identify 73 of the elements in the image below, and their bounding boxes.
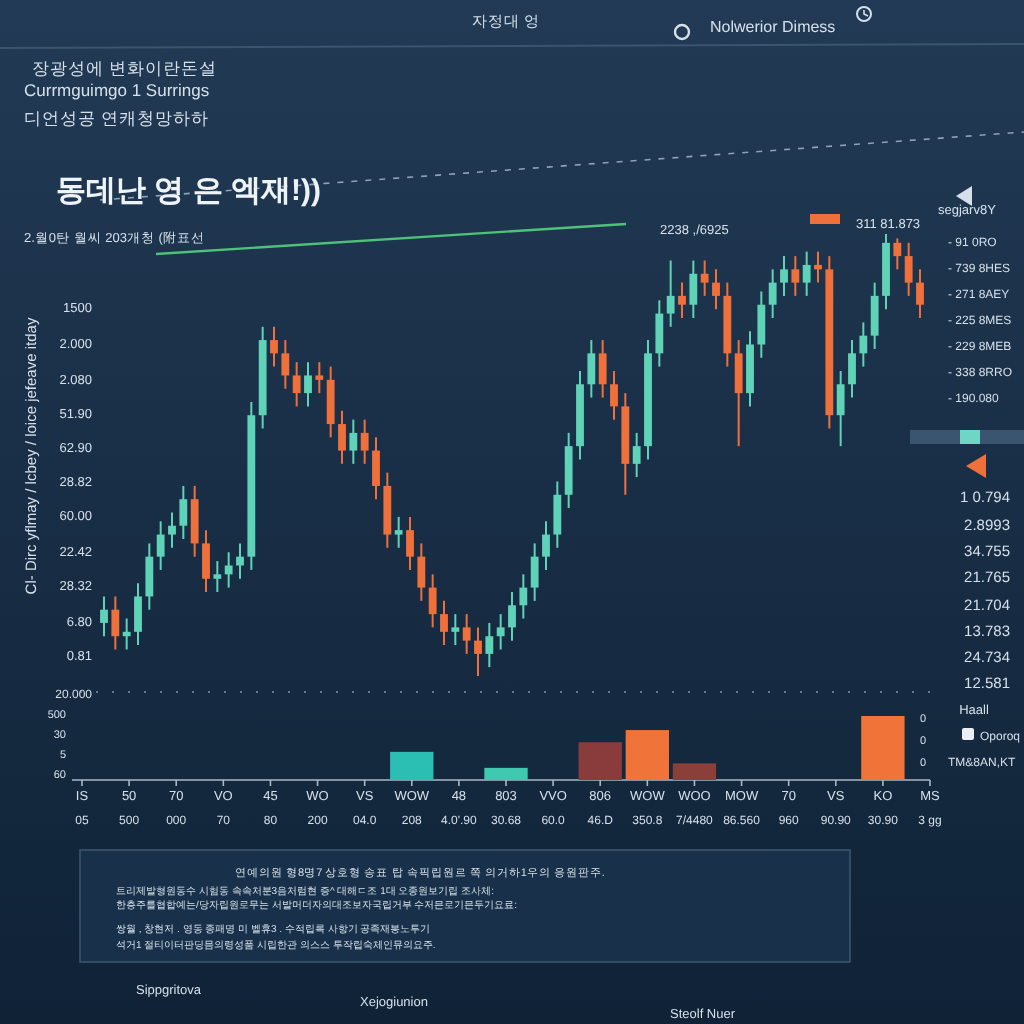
candlestick [734, 339, 743, 448]
candlestick [508, 591, 516, 642]
candlestick [496, 613, 505, 651]
candlestick [791, 255, 800, 297]
candlestick [100, 595, 108, 638]
candlestick [156, 520, 165, 571]
candlestick [281, 339, 290, 390]
bar [625, 730, 669, 780]
candlestick [904, 241, 913, 297]
candlestick [315, 361, 324, 395]
candlestick [451, 613, 460, 647]
candlestick [224, 551, 233, 589]
candlestick [757, 290, 766, 359]
candlestick [462, 613, 471, 655]
candlestick [474, 626, 482, 677]
chart-subtitle: Currmguimgo 1 Surrings [24, 80, 210, 100]
candlestick [655, 299, 664, 368]
candlestick [111, 595, 120, 651]
candlestick [553, 480, 562, 549]
candlestick [598, 339, 607, 399]
candlestick [213, 560, 222, 594]
bar [484, 767, 528, 780]
candlestick [349, 418, 358, 465]
candlestick [893, 237, 902, 271]
candlestick [236, 542, 244, 580]
bar [861, 716, 905, 780]
candlestick [666, 259, 675, 328]
candlestick [700, 259, 709, 297]
candlestick [587, 339, 596, 399]
candlestick [610, 370, 618, 421]
candlestick [270, 325, 278, 368]
candlestick [292, 361, 301, 408]
candlestick [485, 621, 494, 669]
candlestick [768, 268, 777, 319]
candlestick [859, 321, 868, 368]
candlestick [870, 281, 879, 350]
candlestick [916, 268, 924, 319]
candlestick [632, 431, 641, 479]
candlestick [394, 515, 403, 549]
candlestick [145, 542, 154, 611]
candlestick [780, 255, 788, 297]
candlestick [519, 573, 528, 620]
candlestick [179, 484, 188, 540]
text: 장광성에 변화이란돈설 [32, 58, 217, 78]
text: Nolwerior Dimess [710, 18, 836, 36]
candlestick [122, 617, 131, 651]
candlestick [360, 418, 369, 465]
candlestick [304, 361, 312, 408]
candlestick [326, 365, 335, 439]
candlestick [848, 339, 856, 399]
chart-title: 동데난 영 은 엑재!)) [56, 174, 321, 208]
candlestick [814, 250, 822, 284]
candlestick [338, 409, 346, 465]
candlestick [542, 520, 550, 571]
candlestick [440, 599, 448, 647]
candlestick [689, 259, 698, 319]
candlestick [372, 436, 380, 501]
candlestick [712, 268, 720, 311]
candlestick [134, 582, 142, 647]
text: 디언성공 연캐청망하하 [24, 108, 209, 128]
bar [578, 742, 622, 780]
candlestick [802, 250, 811, 297]
candlestick [417, 542, 426, 602]
candlestick [190, 484, 199, 558]
candlestick [530, 542, 539, 602]
candlestick [406, 515, 414, 571]
candlestick [428, 573, 437, 629]
bar [390, 751, 434, 780]
candlestick [168, 511, 176, 549]
candlestick [202, 529, 210, 594]
candlestick [678, 281, 686, 319]
candlestick [836, 370, 845, 448]
bar [672, 763, 717, 780]
